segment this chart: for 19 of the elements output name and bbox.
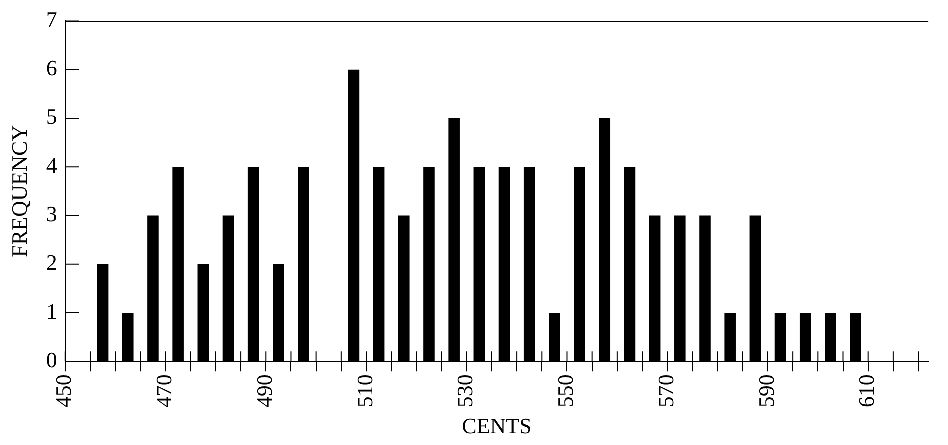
x-tick-label: 550 xyxy=(553,374,578,408)
x-tick-label: 570 xyxy=(653,374,678,408)
y-axis-title: FREQUENCY xyxy=(6,125,32,258)
x-tick-label: 610 xyxy=(854,374,880,408)
y-tick-label: 2 xyxy=(46,250,58,276)
y-tick-label: 1 xyxy=(46,298,58,324)
x-tick-label: 490 xyxy=(252,374,277,408)
x-tick-label: 590 xyxy=(754,374,779,408)
y-tick-label: 7 xyxy=(46,6,58,32)
y-tick-label: 6 xyxy=(46,56,58,81)
y-tick-label: 4 xyxy=(46,152,58,178)
x-axis-title: CENTS xyxy=(462,414,532,439)
x-tick-label: 450 xyxy=(51,374,76,408)
x-tick-label: 510 xyxy=(352,374,378,408)
x-tick-label: 470 xyxy=(152,374,177,408)
y-tick-label: 3 xyxy=(46,201,58,226)
x-tick-label: 530 xyxy=(452,374,478,408)
y-tick-label: 5 xyxy=(46,104,58,130)
y-tick-label: 0 xyxy=(46,347,58,372)
